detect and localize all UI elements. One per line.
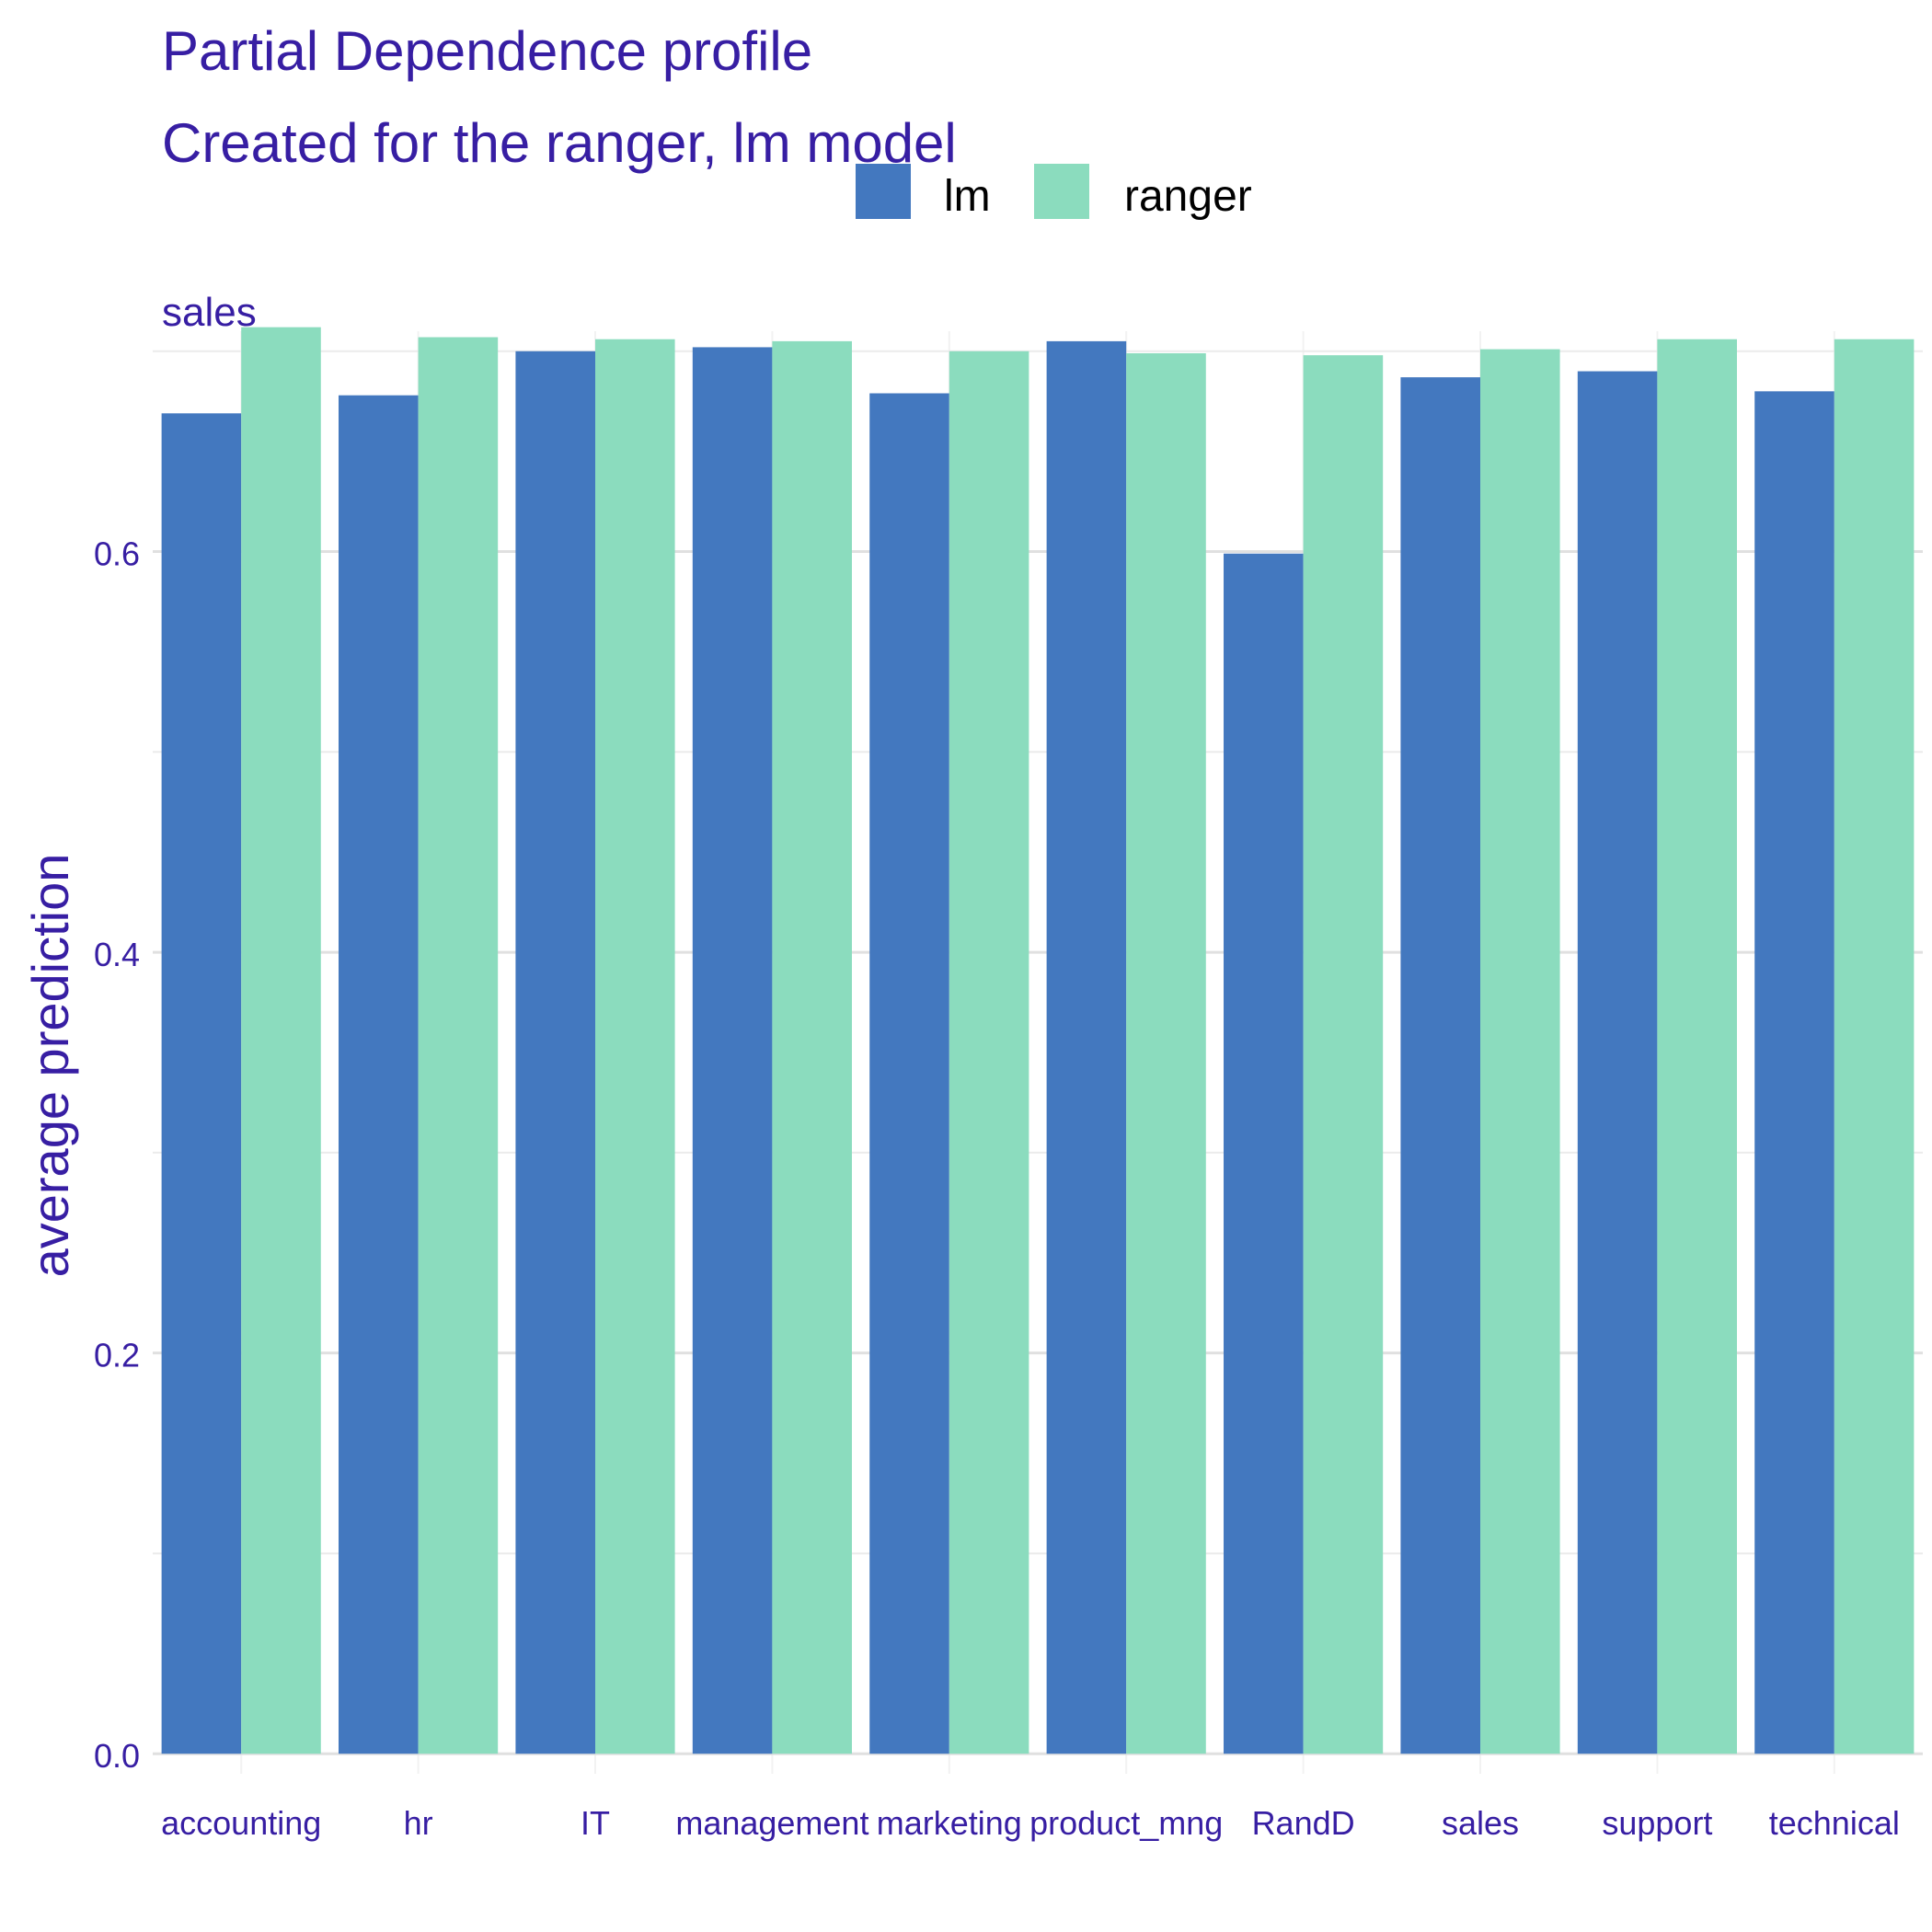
bar-lm-management <box>692 347 773 1754</box>
bar-lm-RandD <box>1224 553 1304 1754</box>
chart-title: Partial Dependence profile <box>162 20 812 82</box>
bar-lm-hr <box>339 395 419 1754</box>
legend-swatch-ranger <box>1034 164 1089 219</box>
bar-lm-technical <box>1754 391 1834 1754</box>
legend: lm ranger <box>856 164 1252 221</box>
x-axis-ticks: accounting hr IT management marketing product… <box>161 1804 1900 1842</box>
y-tick-label: 0.4 <box>94 936 140 973</box>
bar-ranger-marketing <box>949 351 1029 1754</box>
bar-ranger-accounting <box>241 327 321 1754</box>
bar-lm-accounting <box>161 413 242 1754</box>
y-axis-label: average prediction <box>21 854 79 1278</box>
x-tick-label: technical <box>1769 1804 1900 1842</box>
x-tick-label: accounting <box>161 1804 321 1842</box>
bar-ranger-technical <box>1834 339 1915 1754</box>
legend-label-ranger: ranger <box>1124 172 1252 221</box>
legend-label-lm: lm <box>944 172 991 221</box>
x-tick-label: management <box>675 1804 868 1842</box>
facet-label: sales <box>162 290 257 335</box>
x-tick-label: IT <box>581 1804 610 1842</box>
bar-ranger-management <box>772 340 852 1754</box>
bar-ranger-hr <box>418 337 499 1754</box>
x-tick-label: marketing <box>877 1804 1022 1842</box>
legend-swatch-lm <box>856 164 911 219</box>
y-tick-label: 0.2 <box>94 1337 140 1374</box>
bar-ranger-product_mng <box>1126 352 1206 1754</box>
chart-subtitle: Created for the ranger, lm model <box>162 112 957 174</box>
x-tick-label: hr <box>404 1804 433 1842</box>
bar-lm-marketing <box>869 393 949 1754</box>
x-tick-label: product_mng <box>1029 1804 1223 1842</box>
x-tick-label: RandD <box>1252 1804 1355 1842</box>
bar-ranger-IT <box>595 339 675 1754</box>
x-tick-label: support <box>1602 1804 1712 1842</box>
bar-ranger-support <box>1657 339 1737 1754</box>
bar-ranger-sales <box>1480 349 1560 1754</box>
bars <box>161 327 1915 1754</box>
y-tick-label: 0.6 <box>94 535 140 573</box>
bar-lm-support <box>1577 371 1658 1754</box>
bar-lm-IT <box>515 351 595 1754</box>
bar-ranger-RandD <box>1303 355 1384 1754</box>
y-axis-ticks: 0.0 0.2 0.4 0.6 <box>94 535 140 1776</box>
bar-lm-product_mng <box>1046 340 1127 1754</box>
y-tick-label: 0.0 <box>94 1737 140 1775</box>
bar-lm-sales <box>1400 377 1480 1754</box>
x-tick-label: sales <box>1442 1804 1519 1842</box>
